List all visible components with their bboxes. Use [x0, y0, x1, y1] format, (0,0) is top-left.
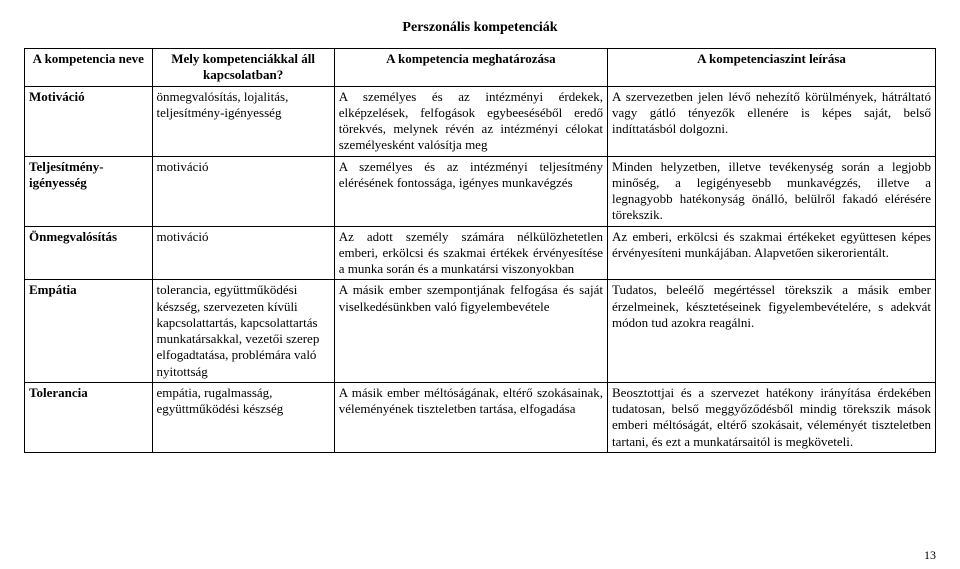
- cell-name: Motiváció: [25, 86, 153, 156]
- table-row: Önmegvalósítás motiváció Az adott személ…: [25, 226, 936, 280]
- cell-definition: A másik ember méltóságának, eltérő szoká…: [334, 382, 607, 452]
- competency-table: A kompetencia neve Mely kompetenciákkal …: [24, 48, 936, 453]
- cell-level: Tudatos, beleélő megértéssel törekszik a…: [608, 280, 936, 383]
- cell-name: Tolerancia: [25, 382, 153, 452]
- cell-level: Az emberi, erkölcsi és szakmai értékeket…: [608, 226, 936, 280]
- table-header-row: A kompetencia neve Mely kompetenciákkal …: [25, 49, 936, 87]
- cell-related: tolerancia, együttműködési készség, szer…: [152, 280, 334, 383]
- cell-level: Beosztottjai és a szervezet hatékony irá…: [608, 382, 936, 452]
- cell-level: A szervezetben jelen lévő nehezítő körül…: [608, 86, 936, 156]
- table-row: Motiváció önmegvalósítás, lojalitás, tel…: [25, 86, 936, 156]
- cell-definition: A másik ember szempontjának felfogása és…: [334, 280, 607, 383]
- page-number: 13: [924, 548, 936, 563]
- col-header-related: Mely kompetenciákkal áll kapcsolatban?: [152, 49, 334, 87]
- table-row: Teljesítmény-igényesség motiváció A szem…: [25, 156, 936, 226]
- cell-definition: Az adott személy számára nélkülözhetetle…: [334, 226, 607, 280]
- cell-related: motiváció: [152, 226, 334, 280]
- cell-related: empátia, rugalmasság, együttműködési kés…: [152, 382, 334, 452]
- table-row: Empátia tolerancia, együttműködési készs…: [25, 280, 936, 383]
- cell-level: Minden helyzetben, illetve tevékenység s…: [608, 156, 936, 226]
- cell-related: motiváció: [152, 156, 334, 226]
- table-row: Tolerancia empátia, rugalmasság, együttm…: [25, 382, 936, 452]
- cell-name: Önmegvalósítás: [25, 226, 153, 280]
- cell-name: Empátia: [25, 280, 153, 383]
- col-header-definition: A kompetencia meghatározása: [334, 49, 607, 87]
- cell-name: Teljesítmény-igényesség: [25, 156, 153, 226]
- cell-definition: A személyes és az intézményi teljesítmén…: [334, 156, 607, 226]
- cell-related: önmegvalósítás, lojalitás, teljesítmény-…: [152, 86, 334, 156]
- cell-definition: A személyes és az intézményi érdekek, el…: [334, 86, 607, 156]
- col-header-name: A kompetencia neve: [25, 49, 153, 87]
- col-header-level: A kompetenciaszint leírása: [608, 49, 936, 87]
- page-title: Perszonális kompetenciák: [24, 20, 936, 36]
